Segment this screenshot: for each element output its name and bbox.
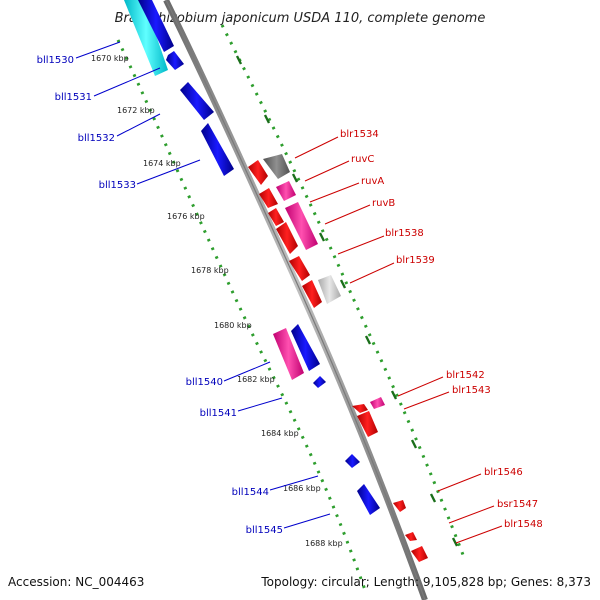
right-major-ticks bbox=[235, 55, 459, 547]
gene-feature-blr1539[interactable] bbox=[289, 256, 310, 281]
gene-feature-bsr1547[interactable] bbox=[405, 532, 417, 541]
scale-labels: 1670 kbp 1672 kbp 1674 kbp 1676 kbp 1678… bbox=[91, 54, 343, 548]
gene-label-blr1546[interactable]: blr1546 bbox=[484, 467, 523, 478]
gene-feature-ruvA[interactable] bbox=[259, 188, 278, 208]
gene-label-bll1545[interactable]: bll1545 bbox=[246, 525, 283, 536]
right-scale-track bbox=[220, 24, 467, 561]
plus-gene-labels: blr1534 ruvC ruvA ruvB blr1538 blr1539 b… bbox=[340, 129, 543, 530]
gene-feature-bll1530[interactable] bbox=[138, 0, 174, 52]
gene-label-bsr1547[interactable]: bsr1547 bbox=[497, 499, 538, 510]
gene-label-blr1538[interactable]: blr1538 bbox=[385, 228, 424, 239]
gene-label-blr1534[interactable]: blr1534 bbox=[340, 129, 379, 140]
gene-label-bll1532[interactable]: bll1532 bbox=[78, 133, 115, 144]
scale-label: 1676 kbp bbox=[167, 212, 205, 221]
gene-feature-ruvC-pink[interactable] bbox=[276, 181, 296, 201]
gene-feature-ruvB[interactable] bbox=[268, 208, 284, 226]
gene-feature-bll1531[interactable] bbox=[166, 51, 184, 70]
gene-label-blr1548[interactable]: blr1548 bbox=[504, 519, 543, 530]
gene-label-bll1530[interactable]: bll1530 bbox=[37, 55, 74, 66]
gene-label-blr1539[interactable]: blr1539 bbox=[396, 255, 435, 266]
gene-label-ruvA[interactable]: ruvA bbox=[361, 176, 384, 187]
gene-feature-blr1542[interactable] bbox=[352, 404, 368, 413]
gene-label-blr1543[interactable]: blr1543 bbox=[452, 385, 491, 396]
gene-feature-blr1538[interactable] bbox=[276, 222, 298, 254]
gene-feature-bll1530-region[interactable] bbox=[124, 0, 168, 76]
gene-feature-blr1546[interactable] bbox=[393, 500, 406, 512]
gene-feature-blr1539-gray[interactable] bbox=[318, 275, 341, 304]
scale-label: 1682 kbp bbox=[237, 375, 275, 384]
gene-label-bll1544[interactable]: bll1544 bbox=[232, 487, 269, 498]
gene-feature-blr1543[interactable] bbox=[357, 411, 378, 437]
gene-feature-blr1548[interactable] bbox=[411, 546, 428, 562]
minus-leader-lines bbox=[75, 41, 331, 529]
gene-label-blr1542[interactable]: blr1542 bbox=[446, 370, 485, 381]
genome-title: Bradyrhizobium japonicum USDA 110, compl… bbox=[115, 11, 486, 26]
gene-label-bll1531[interactable]: bll1531 bbox=[55, 92, 92, 103]
minus-strand-features bbox=[124, 0, 380, 515]
gene-feature-ruvC[interactable] bbox=[248, 160, 268, 185]
gene-label-ruvC[interactable]: ruvC bbox=[351, 154, 374, 165]
gene-feature-bll1532[interactable] bbox=[180, 82, 214, 120]
left-scale-track bbox=[116, 39, 367, 591]
scale-label: 1688 kbp bbox=[305, 539, 343, 548]
gene-feature-bll1533[interactable] bbox=[201, 123, 234, 176]
gene-feature-blr1539b[interactable] bbox=[302, 280, 322, 308]
scale-label: 1674 kbp bbox=[143, 159, 181, 168]
gene-feature-blr1543-pink[interactable] bbox=[370, 397, 385, 409]
gene-feature-bll1545[interactable] bbox=[357, 484, 380, 515]
genome-backbone bbox=[163, 0, 428, 600]
scale-label: 1684 kbp bbox=[261, 429, 299, 438]
gene-feature-blr1534[interactable] bbox=[263, 154, 290, 179]
accession-text: Accession: NC_004463 bbox=[8, 575, 144, 589]
plus-strand-features bbox=[248, 154, 428, 562]
gene-feature-bll1541[interactable] bbox=[313, 376, 326, 388]
genome-summary-text: Topology: circular; Length: 9,105,828 bp… bbox=[260, 575, 591, 589]
plus-leader-lines bbox=[294, 136, 503, 544]
minus-gene-labels: bll1530 bll1531 bll1532 bll1533 bll1540 … bbox=[37, 55, 283, 536]
gene-label-bll1540[interactable]: bll1540 bbox=[186, 377, 223, 388]
gene-label-bll1541[interactable]: bll1541 bbox=[200, 408, 237, 419]
gene-feature-bll1544[interactable] bbox=[345, 454, 360, 468]
gene-label-ruvB[interactable]: ruvB bbox=[372, 198, 395, 209]
gene-feature-ruvB-pink[interactable] bbox=[285, 202, 318, 250]
gene-feature-bll1540[interactable] bbox=[291, 324, 320, 371]
scale-label: 1678 kbp bbox=[191, 266, 229, 275]
gene-label-bll1533[interactable]: bll1533 bbox=[99, 180, 136, 191]
scale-label: 1672 kbp bbox=[117, 106, 155, 115]
scale-label: 1680 kbp bbox=[214, 321, 252, 330]
gene-feature-bll1540-pink[interactable] bbox=[273, 328, 304, 380]
scale-label: 1670 kbp bbox=[91, 54, 129, 63]
scale-label: 1686 kbp bbox=[283, 484, 321, 493]
